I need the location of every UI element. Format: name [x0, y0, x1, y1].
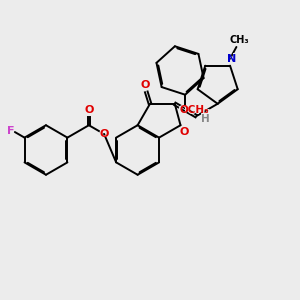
Text: OCH₃: OCH₃ [178, 104, 212, 117]
Text: F: F [7, 124, 15, 137]
Text: N: N [227, 54, 236, 64]
Text: O: O [140, 79, 150, 92]
Text: H: H [200, 114, 209, 124]
Text: F: F [8, 126, 15, 136]
Text: H: H [200, 112, 210, 125]
Text: O: O [99, 129, 109, 139]
Text: O: O [99, 128, 110, 140]
Text: O: O [84, 105, 94, 115]
Text: O: O [140, 80, 150, 90]
Text: OCH₃: OCH₃ [180, 105, 209, 115]
Text: O: O [84, 103, 94, 116]
Text: CH₃: CH₃ [229, 34, 249, 44]
Text: N: N [226, 52, 236, 65]
Text: O: O [179, 127, 189, 137]
Text: O: O [179, 126, 190, 139]
Text: CH₃: CH₃ [228, 34, 250, 44]
